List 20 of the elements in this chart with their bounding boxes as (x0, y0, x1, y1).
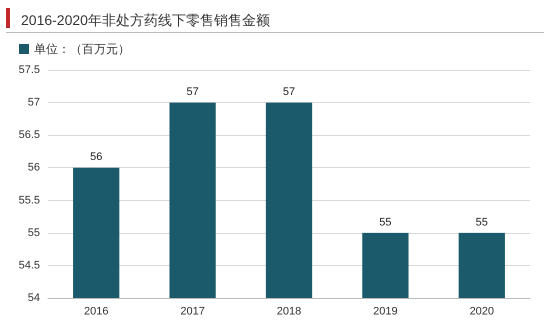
y-tick-label: 54.5 (18, 259, 40, 272)
y-tick-label: 57 (28, 96, 40, 109)
data-label: 56 (90, 151, 102, 164)
y-tick-label: 54 (28, 292, 40, 304)
x-tick-label: 2020 (470, 306, 494, 318)
data-label: 57 (282, 86, 296, 98)
legend-label: 单位：（百万元） (34, 42, 130, 56)
data-label: 55 (379, 216, 392, 228)
data-label: 57 (186, 86, 199, 98)
y-tick-label: 56.5 (18, 129, 40, 142)
x-tick-label: 2016 (84, 306, 108, 318)
x-tick-label: 2017 (180, 306, 205, 318)
x-tick-label: 2019 (373, 306, 398, 318)
data-label: 55 (476, 216, 488, 228)
x-tick-label: 2018 (276, 306, 302, 318)
y-tick-label: 55 (28, 226, 40, 239)
y-tick-label: 56 (28, 162, 40, 174)
y-tick-label: 57.5 (18, 64, 40, 76)
chart-title: 2016-2020年非处方药线下零售销售金额 (21, 12, 270, 28)
y-tick-label: 55.5 (18, 194, 40, 206)
